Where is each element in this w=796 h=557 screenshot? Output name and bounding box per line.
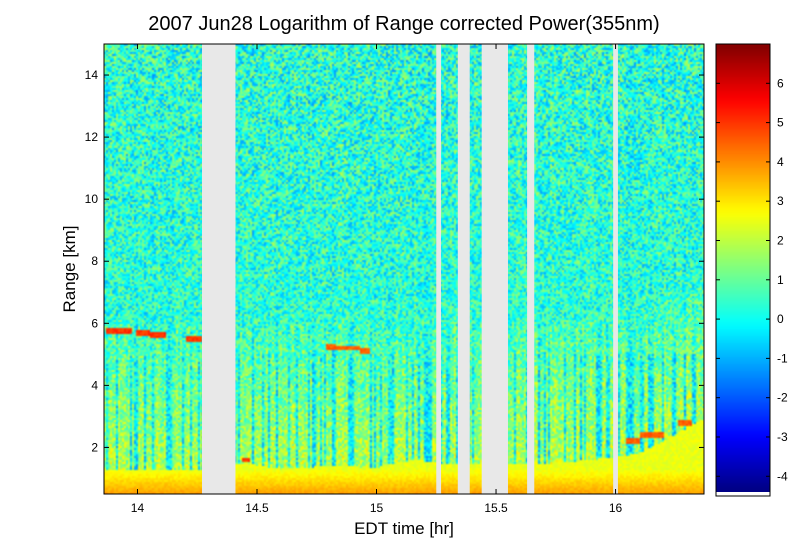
x-axis-ticks: 14 14.5 15 15.5 16 (131, 44, 623, 515)
colorbar-gradient (716, 44, 770, 492)
plot-frame (103, 43, 705, 495)
y-tick-label-4: 8 (91, 254, 98, 268)
colorbar-tick-label-1: -4 (777, 469, 788, 483)
colorbar-tick-label-11: 6 (777, 76, 784, 90)
colorbar-tick-label-4: -1 (777, 351, 788, 365)
colorbar-tick-label-3: -2 (777, 391, 788, 405)
x-tick-label-4: 15.5 (484, 501, 508, 515)
colorbar-frame (715, 43, 771, 497)
plot-area: 14 14.5 15 15.5 16 2 4 6 8 10 12 14 (85, 43, 705, 515)
data-gap-2 (436, 44, 442, 494)
colorbar-tick-label-7: 2 (777, 233, 784, 247)
colorbar-tick-label-9: 4 (777, 155, 784, 169)
data-gap-3 (457, 44, 470, 494)
x-tick-label-2: 14.5 (245, 501, 269, 515)
x-tick-label-5: 16 (609, 501, 623, 515)
x-axis-label: EDT time [hr] (354, 519, 454, 538)
y-tick-label-7: 14 (85, 68, 99, 82)
data-gap-5 (527, 44, 535, 494)
x-tick-label-1: 14 (131, 501, 145, 515)
y-tick-label-1: 2 (91, 440, 98, 454)
colorbar: -4 -3 -2 -1 0 1 2 3 4 5 6 (715, 43, 788, 497)
colorbar-tick-label-2: -3 (777, 430, 788, 444)
data-gap-1 (202, 44, 236, 494)
x-tick-label-3: 15 (370, 501, 384, 515)
data-gap-group (202, 44, 618, 494)
y-tick-label-6: 12 (85, 130, 99, 144)
data-gap-6 (613, 44, 618, 494)
y-tick-label-5: 10 (85, 192, 99, 206)
colorbar-ticks: -4 -3 -2 -1 0 1 2 3 4 5 6 (716, 76, 788, 483)
y-axis-label: Range [km] (60, 226, 79, 313)
colorbar-tick-label-6: 1 (777, 273, 784, 287)
colorbar-tick-label-5: 0 (777, 312, 784, 326)
y-axis-ticks: 2 4 6 8 10 12 14 (85, 68, 704, 454)
y-tick-label-2: 4 (91, 378, 98, 392)
colorbar-tick-label-10: 5 (777, 116, 784, 130)
data-gap-4 (481, 44, 508, 494)
colorbar-tick-label-8: 3 (777, 194, 784, 208)
colorbar-bottom-strip (716, 492, 770, 496)
y-tick-label-3: 6 (91, 316, 98, 330)
chart-title: 2007 Jun28 Logarithm of Range corrected … (148, 13, 659, 35)
